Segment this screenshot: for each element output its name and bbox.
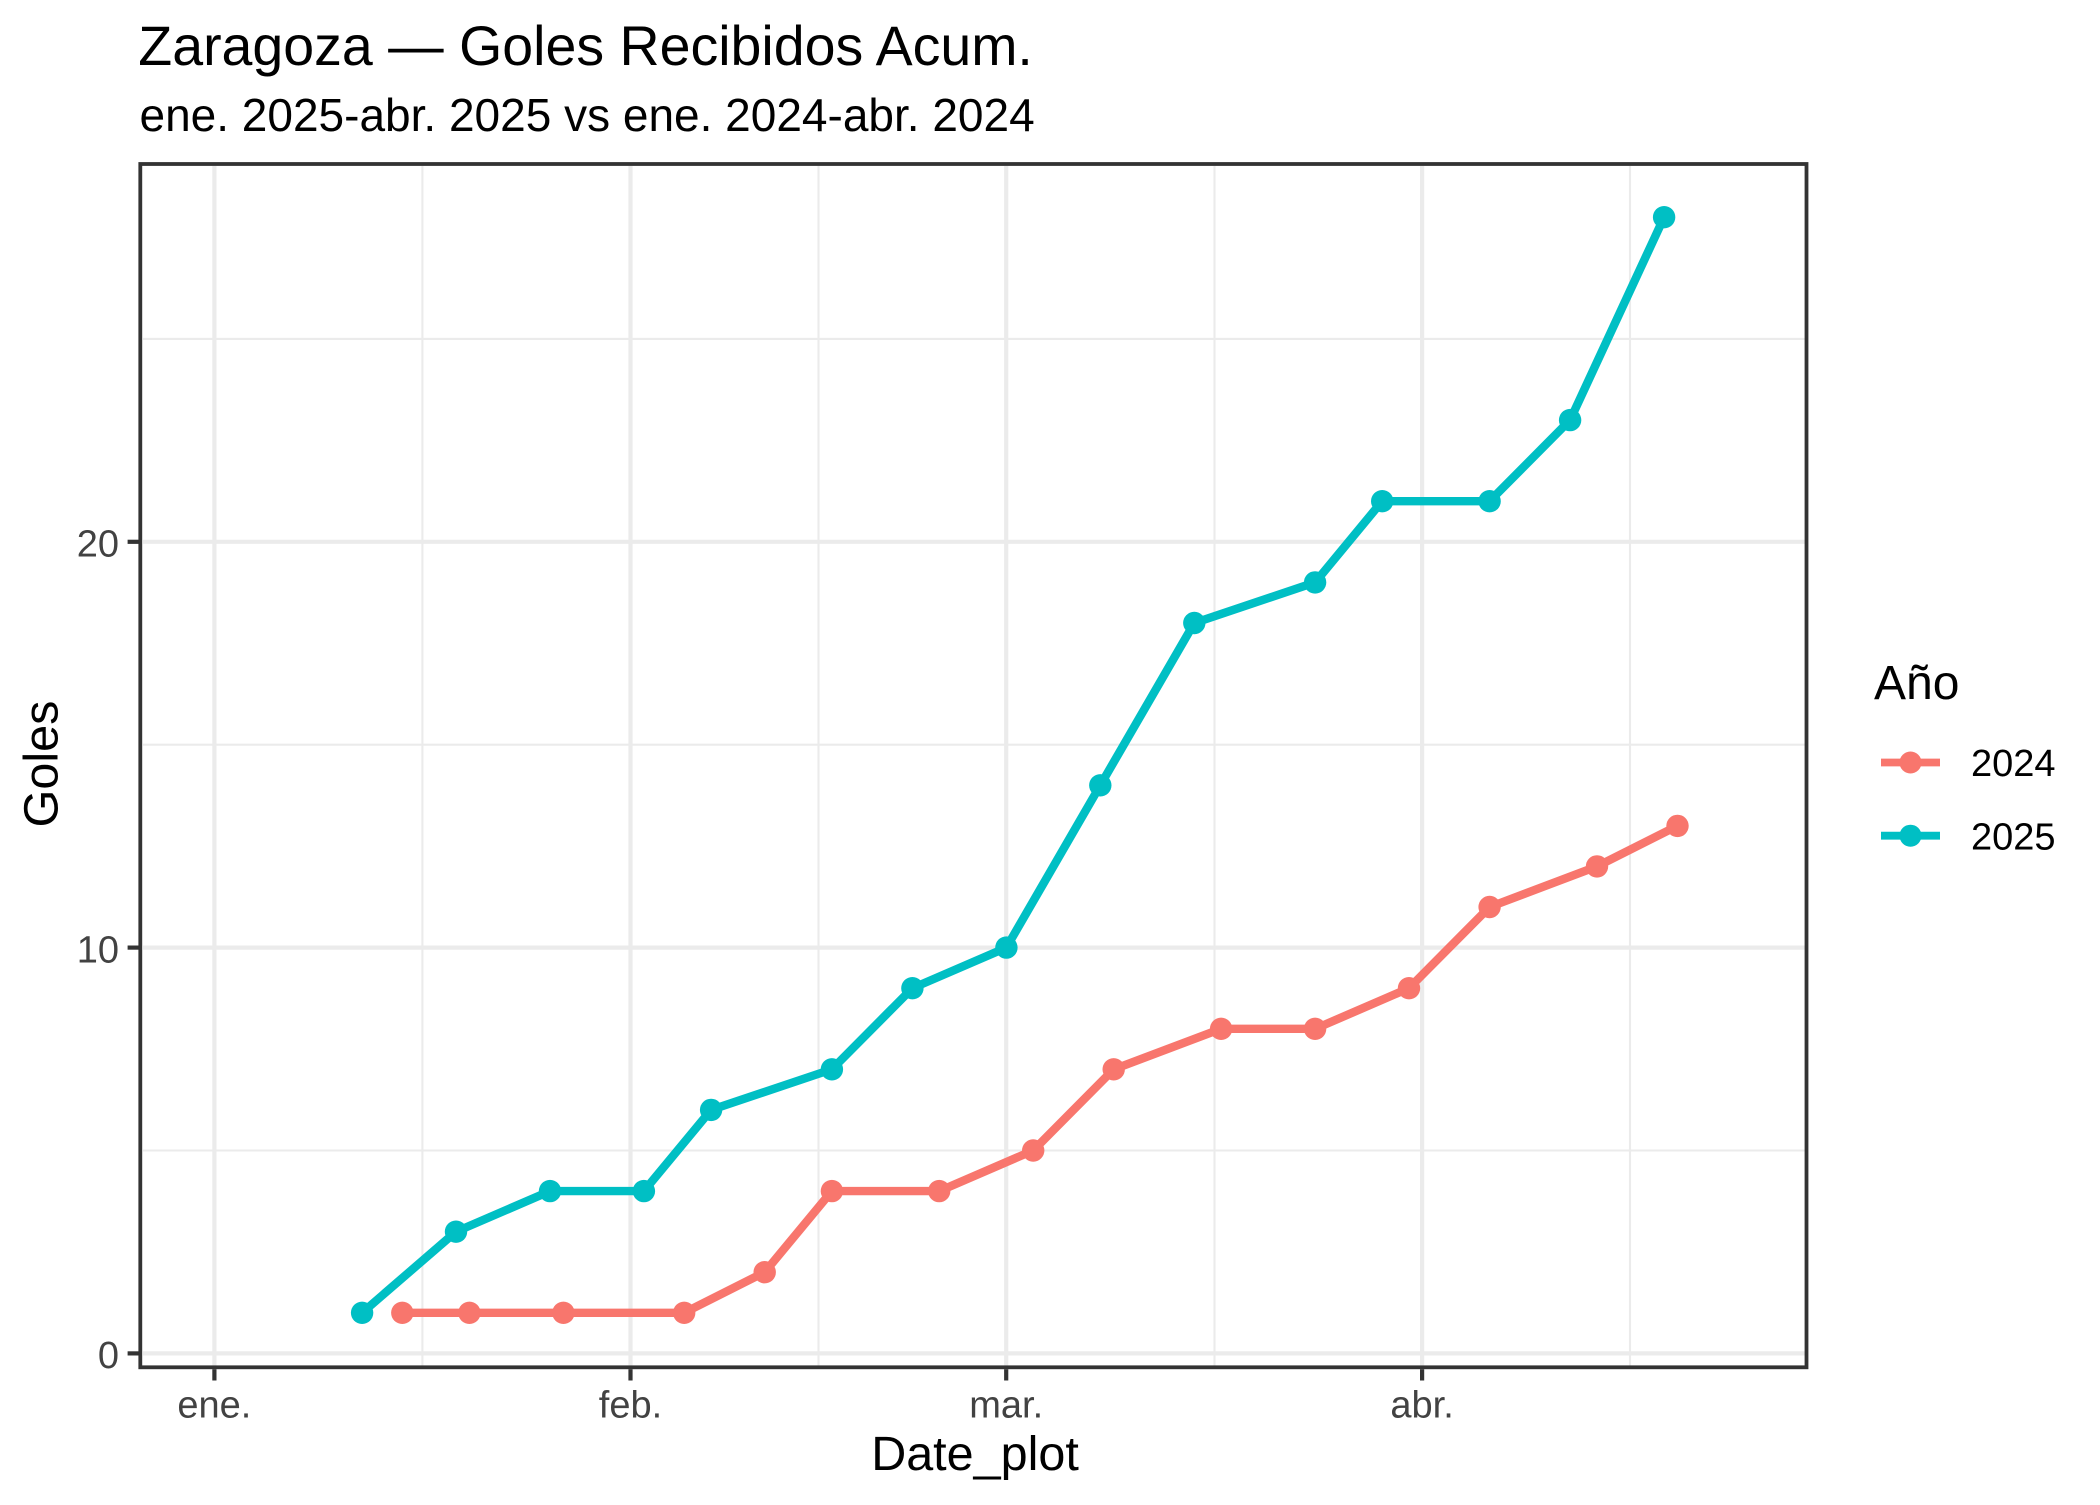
svg-text:Año: Año — [1874, 657, 1959, 710]
svg-text:ene.: ene. — [177, 1384, 251, 1426]
svg-text:abr.: abr. — [1390, 1384, 1453, 1426]
svg-text:2024: 2024 — [1971, 743, 2056, 785]
svg-text:0: 0 — [98, 1335, 119, 1377]
svg-text:mar.: mar. — [969, 1384, 1043, 1426]
svg-text:feb.: feb. — [599, 1384, 662, 1426]
svg-text:ene. 2025-abr. 2025 vs ene. 20: ene. 2025-abr. 2025 vs ene. 2024-abr. 20… — [140, 89, 1035, 141]
svg-text:10: 10 — [77, 929, 119, 971]
svg-text:Date_plot: Date_plot — [871, 1427, 1079, 1481]
svg-text:Goles: Goles — [15, 701, 69, 828]
svg-text:Zaragoza — Goles Recibidos Acu: Zaragoza — Goles Recibidos Acum. — [138, 15, 1033, 77]
svg-text:20: 20 — [77, 524, 119, 566]
svg-text:2025: 2025 — [1971, 816, 2056, 858]
